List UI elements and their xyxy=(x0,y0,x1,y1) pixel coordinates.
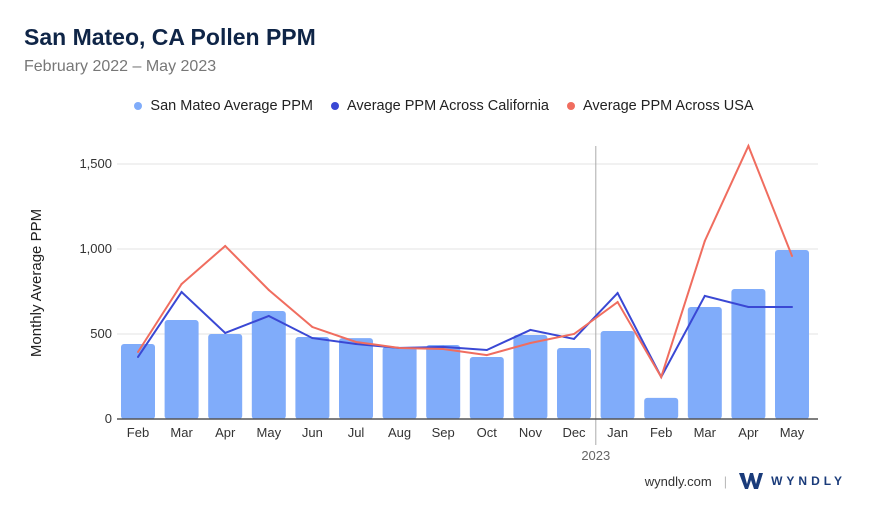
california-line xyxy=(137,290,792,380)
usa-point xyxy=(660,376,663,379)
usa-point xyxy=(616,301,619,304)
usa-point xyxy=(485,354,488,357)
legend-dot-icon xyxy=(134,102,143,110)
california-point xyxy=(616,292,619,295)
california-point xyxy=(703,294,706,297)
legend: San Mateo Average PPM Average PPM Across… xyxy=(0,98,880,114)
wyndly-w-icon xyxy=(739,473,764,489)
bar-jun xyxy=(295,337,330,419)
bar-may xyxy=(775,250,809,419)
bar-jan xyxy=(600,330,635,419)
chart-subtitle: February 2022 – May 2023 xyxy=(24,58,217,75)
usa-line xyxy=(137,143,793,380)
bar-mar xyxy=(164,320,199,419)
usa-point xyxy=(137,351,139,354)
bar-nov xyxy=(513,335,548,419)
usa-point xyxy=(267,288,270,291)
x-tick-label: Aug xyxy=(388,425,411,440)
bar-sep xyxy=(426,345,461,419)
legend-item-san-mateo[interactable]: San Mateo Average PPM xyxy=(134,98,313,114)
bar-jul xyxy=(339,338,373,419)
bar-oct xyxy=(469,356,504,419)
legend-dot-icon xyxy=(330,102,339,110)
x-tick-label: Feb xyxy=(650,425,672,440)
usa-point xyxy=(398,346,401,349)
legend-label: San Mateo Average PPM xyxy=(150,98,313,114)
x-tick-label: Nov xyxy=(519,425,543,440)
y-axis-label: Monthly Average PPM xyxy=(28,209,45,357)
bar-may xyxy=(251,311,286,419)
y-tick-label: 500 xyxy=(90,326,112,341)
x-tick-label: Apr xyxy=(215,425,236,440)
site-link[interactable]: wyndly.com xyxy=(644,473,712,489)
usa-point xyxy=(311,326,314,329)
bar-aug xyxy=(382,346,417,419)
california-point xyxy=(311,337,314,340)
chart-title: San Mateo, CA Pollen PPM xyxy=(24,24,316,50)
usa-point xyxy=(442,347,445,350)
legend-label: Average PPM Across California xyxy=(346,98,549,114)
california-point xyxy=(442,345,445,348)
bar-apr xyxy=(208,334,243,419)
x-tick-label: Mar xyxy=(694,425,717,440)
x-tick-label: Mar xyxy=(170,425,193,440)
usa-point xyxy=(355,340,357,343)
california-point xyxy=(573,337,575,340)
x-tick-label: Jan xyxy=(607,425,628,440)
bar-mar xyxy=(687,306,722,419)
usa-point xyxy=(224,244,227,247)
x-tick-label: Jul xyxy=(348,425,365,440)
x-tick-label: May xyxy=(257,425,282,440)
usa-point xyxy=(791,254,793,257)
brand-name: WYNDLY xyxy=(771,474,846,488)
california-point xyxy=(485,348,488,351)
legend-dot-icon xyxy=(567,102,575,110)
california-point xyxy=(529,328,532,331)
california-point xyxy=(267,314,270,317)
x-tick-label: May xyxy=(780,425,805,440)
y-tick-label: 0 xyxy=(105,411,112,426)
usa-point xyxy=(573,333,575,335)
divider: | xyxy=(723,473,728,489)
usa-point xyxy=(529,342,532,345)
x-tick-label: Oct xyxy=(477,425,498,440)
california-point xyxy=(180,291,183,294)
legend-item-california[interactable]: Average PPM Across California xyxy=(330,98,549,114)
bar-feb xyxy=(121,344,155,419)
year-label: 2023 xyxy=(581,448,610,463)
x-tick-label: Dec xyxy=(562,425,586,440)
bar-apr xyxy=(731,288,766,419)
california-point xyxy=(224,331,227,334)
california-point xyxy=(137,355,139,358)
usa-point xyxy=(703,240,706,243)
x-tick-label: Apr xyxy=(738,425,759,440)
footer: wyndly.com | WYNDLY xyxy=(645,472,846,490)
bar-feb xyxy=(644,397,679,419)
wyndly-logo: WYNDLY xyxy=(739,472,846,490)
california-point xyxy=(747,305,750,308)
y-tick-label: 1,000 xyxy=(79,241,112,256)
x-tick-label: Jun xyxy=(302,425,323,440)
usa-point xyxy=(747,144,750,147)
bar-dec xyxy=(557,347,591,419)
legend-label: Average PPM Across USA xyxy=(583,98,754,114)
california-point xyxy=(791,305,793,308)
legend-item-usa[interactable]: Average PPM Across USA xyxy=(567,98,754,114)
california-point xyxy=(355,343,357,346)
usa-point xyxy=(180,283,183,286)
x-tick-label: Feb xyxy=(127,425,149,440)
y-tick-label: 1,500 xyxy=(79,156,112,171)
x-tick-label: Sep xyxy=(432,425,455,440)
